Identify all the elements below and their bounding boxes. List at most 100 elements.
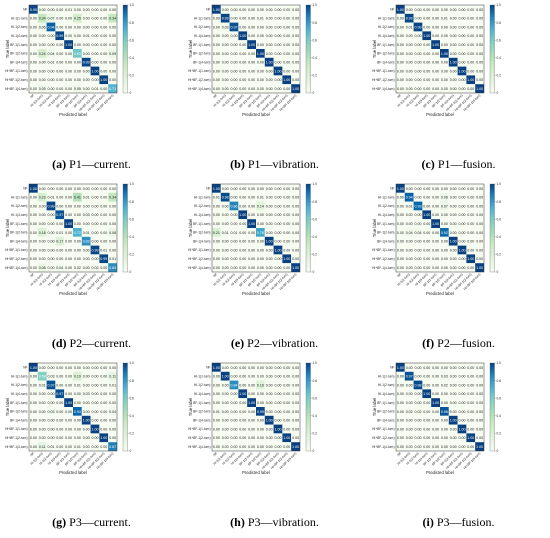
heatmap-cell-7-2 (46, 424, 56, 434)
heatmap-cell-5-7 (273, 407, 283, 416)
cell-value-8-3: 0.00 (423, 78, 430, 82)
heatmap-cell-9-6 (264, 263, 274, 272)
heatmap-cell-2-4 (64, 201, 73, 211)
heatmap-cell-8-7 (457, 75, 467, 85)
y-tick-label: NF (206, 366, 210, 370)
cell-value-9-6: 0.00 (83, 445, 90, 449)
cell-value-4-8: 0.00 (100, 43, 107, 47)
cell-value-3-0: 0.00 (30, 213, 37, 217)
heatmap-cell-2-8 (99, 22, 109, 32)
heatmap-cell-3-7 (457, 31, 467, 41)
cell-value-3-4: 0.00 (65, 392, 72, 396)
heatmap-cell-1-3 (238, 371, 248, 381)
heatmap-cell-5-9 (108, 407, 117, 416)
cell-value-2-9: 0.00 (292, 25, 299, 29)
heatmap-cell-6-7 (457, 57, 467, 67)
cell-value-4-7: 0.00 (92, 43, 99, 47)
heatmap-cell-5-2 (46, 407, 56, 416)
heatmap-cell-8-8 (282, 254, 292, 264)
heatmap-cell-7-5 (256, 245, 265, 255)
cell-value-7-6: 0.00 (450, 248, 457, 252)
heatmap-cell-7-3 (55, 66, 65, 76)
heatmap-cell-8-5 (256, 254, 265, 264)
heatmap-cell-0-3 (238, 363, 248, 372)
heatmap-cell-2-8 (99, 380, 109, 390)
heatmap-cell-8-3 (238, 433, 248, 443)
y-tick-label: BF-1(4-turn) (377, 239, 394, 243)
heatmap-cell-4-2 (413, 40, 423, 49)
cell-value-0-6: 0.00 (83, 366, 90, 370)
heatmap-cell-7-1 (37, 424, 47, 434)
heatmap-cell-2-9 (475, 22, 484, 32)
cell-value-3-2: 0.00 (415, 392, 422, 396)
heatmap-cell-3-4 (431, 210, 440, 220)
heatmap-cell-2-2 (46, 380, 56, 390)
cell-value-7-8: 0.00 (467, 248, 474, 252)
heatmap-cell-7-2 (413, 66, 423, 76)
heatmap-cell-5-2 (229, 228, 239, 237)
cell-value-6-2: 0.00 (48, 240, 55, 244)
cell-value-0-1: 0.00 (406, 8, 413, 12)
heatmap-cell-9-5 (440, 263, 449, 272)
heatmap-cell-4-8 (466, 40, 476, 49)
heatmap-cell-2-0 (29, 201, 38, 211)
heatmap-cell-4-8 (99, 40, 109, 49)
cell-value-3-0: 0.00 (397, 213, 404, 217)
y-tick-label: HI+BF-1(2-turn) (372, 436, 394, 440)
heatmap-cell-2-7 (457, 22, 467, 32)
cell-value-0-7: 0.00 (459, 8, 466, 12)
heatmap-cell-4-8 (99, 398, 109, 407)
heatmap-cell-1-5 (440, 192, 449, 202)
y-tick-label: HI-1(2-turn) (194, 25, 210, 29)
cell-value-8-8: 1.00 (467, 78, 474, 82)
cell-value-5-7: 0.00 (459, 52, 466, 56)
heatmap-cell-4-9 (475, 40, 484, 49)
y-tick-label: BF-1(1-turn) (193, 401, 210, 405)
heatmap-cell-2-3 (238, 380, 248, 390)
cell-value-8-3: 0.00 (423, 257, 430, 261)
heatmap-cell-9-8 (282, 84, 292, 93)
cell-value-9-9: 1.00 (476, 87, 483, 91)
cell-value-5-2: 0.04 (48, 52, 55, 56)
cell-value-0-7: 0.00 (92, 366, 99, 370)
heatmap-cell-8-1 (220, 75, 230, 85)
heatmap-cell-0-4 (431, 363, 440, 372)
heatmap-cell-3-7 (457, 210, 467, 220)
heatmap-cell-1-7 (273, 192, 283, 202)
cell-value-0-6: 0.00 (450, 366, 457, 370)
heatmap-cell-4-0 (29, 40, 38, 49)
y-tick-label: BF-1(4-turn) (377, 418, 394, 422)
cell-value-1-6: 0.00 (266, 375, 273, 379)
cell-value-3-0: 0.00 (213, 34, 220, 38)
cell-value-2-8: 0.00 (100, 204, 107, 208)
y-tick-label: BF-1(2-turn) (377, 410, 394, 414)
heatmap-cell-0-5 (73, 5, 82, 14)
heatmap-cell-3-7 (273, 389, 283, 399)
heatmap-cell-6-2 (413, 57, 423, 67)
cell-value-9-1: 0.00 (406, 445, 413, 449)
cell-value-7-8: 0.00 (100, 427, 107, 431)
y-tick-label: HI+BF-1(1-turn) (5, 427, 27, 431)
cell-value-4-2: 0.00 (48, 43, 55, 47)
cell-value-2-2: 0.97 (48, 383, 55, 387)
cell-value-1-8: 0.00 (467, 17, 474, 21)
cell-value-0-9: 0.00 (292, 366, 299, 370)
y-tick-label: HI+BF-1(1-turn) (188, 69, 210, 73)
heatmap-cell-5-4 (431, 228, 440, 237)
cell-value-0-4: 0.00 (65, 366, 72, 370)
heatmap-cell-5-0 (29, 49, 38, 58)
heatmap-cell-5-0 (396, 228, 405, 237)
cell-value-3-1: 0.00 (406, 213, 413, 217)
cell-value-5-2: 0.00 (415, 52, 422, 56)
cell-value-3-3: 0.97 (56, 392, 63, 396)
heatmap-cell-8-7 (90, 254, 100, 264)
heatmap-cell-2-6 (264, 22, 274, 32)
cell-value-2-2: 0.97 (231, 25, 238, 29)
heatmap-cell-7-4 (247, 424, 256, 434)
heatmap-cell-8-6 (448, 433, 458, 443)
cell-value-6-7: 0.00 (92, 419, 99, 423)
cell-value-5-0: 0.01 (213, 410, 220, 414)
heatmap-cell-0-5 (73, 363, 82, 372)
heatmap-cell-8-4 (247, 75, 256, 85)
heatmap-cell-2-4 (431, 201, 440, 211)
